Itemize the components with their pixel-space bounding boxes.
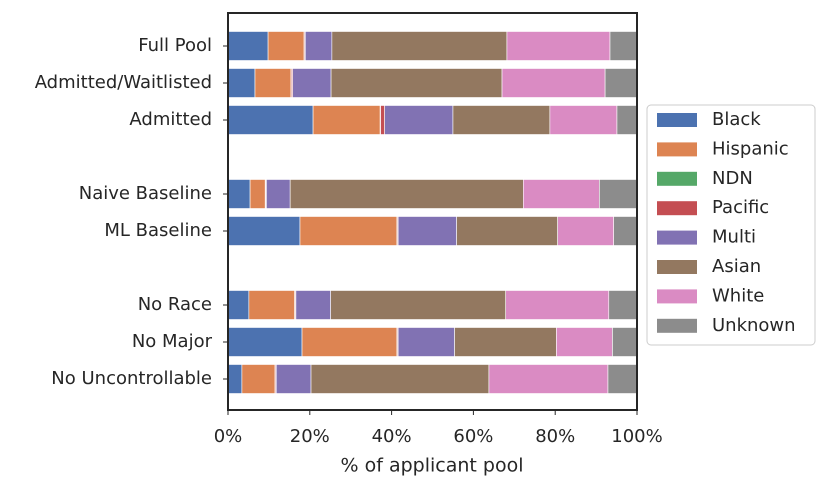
bar-segment xyxy=(305,31,333,61)
bar-segment xyxy=(556,327,613,357)
x-tick-label: 20% xyxy=(290,426,330,447)
x-axis-label: % of applicant pool xyxy=(341,455,524,477)
bar-segment xyxy=(397,216,457,246)
x-tick-label: 80% xyxy=(535,426,575,447)
bar-segment xyxy=(557,216,614,246)
legend: Black Hispanic NDN Pacific Multi Asian White Un… xyxy=(646,104,816,346)
bar-segment xyxy=(254,68,292,98)
bar-segment xyxy=(292,68,332,98)
y-tick-label: ML Baseline xyxy=(104,220,212,241)
legend-swatch xyxy=(657,289,697,304)
bar-segment xyxy=(295,290,331,320)
bar-segment xyxy=(267,31,305,61)
bar-segment xyxy=(384,105,454,135)
bar-segment xyxy=(506,31,611,61)
legend-label: White xyxy=(712,285,764,306)
bar-segment xyxy=(227,105,314,135)
bar-segment xyxy=(613,216,638,246)
bar-segment xyxy=(454,327,557,357)
bar-segment xyxy=(227,68,256,98)
plot-frame xyxy=(227,12,638,411)
bar-segment xyxy=(301,327,398,357)
bar-segment xyxy=(227,290,250,320)
bar-segment xyxy=(607,364,638,394)
bar-segment xyxy=(299,216,398,246)
bar-segment xyxy=(549,105,618,135)
bar-segment xyxy=(227,364,243,394)
bar-segment xyxy=(397,327,455,357)
bar-segment xyxy=(227,179,251,209)
y-tick-label: No Uncontrollable xyxy=(51,368,212,389)
bar-segment xyxy=(612,327,638,357)
bar-segment xyxy=(330,290,507,320)
legend-label: NDN xyxy=(712,168,753,189)
x-tick-label: 100% xyxy=(611,426,662,447)
bar-segment xyxy=(227,216,301,246)
y-tick-label: No Race xyxy=(138,294,212,315)
bar-segment xyxy=(330,68,503,98)
bar-segment xyxy=(249,179,266,209)
legend-label: Pacific xyxy=(712,197,769,218)
bar-segment xyxy=(380,105,385,135)
bar-segment xyxy=(456,216,558,246)
legend-swatch xyxy=(657,171,697,186)
bar-segment xyxy=(331,31,508,61)
bar-segment xyxy=(241,364,276,394)
legend-label: Asian xyxy=(712,256,761,277)
bar-segment xyxy=(505,290,610,320)
y-tick-label: Admitted xyxy=(129,109,212,130)
bar-segment xyxy=(616,105,638,135)
bar-segment xyxy=(522,179,600,209)
bar-segment xyxy=(289,179,524,209)
y-tick-label: No Major xyxy=(132,331,213,352)
bar-segment xyxy=(248,290,295,320)
y-tick-label: Admitted/Waitlisted xyxy=(35,72,212,93)
legend-label: Hispanic xyxy=(712,138,789,159)
legend-label: Unknown xyxy=(712,315,796,336)
legend-swatch xyxy=(657,318,697,333)
legend-swatch xyxy=(657,142,697,157)
bar-segment xyxy=(227,31,269,61)
legend-swatch xyxy=(657,113,697,127)
bar-segment xyxy=(599,179,638,209)
legend-label: Multi xyxy=(712,227,756,248)
legend-swatch xyxy=(657,201,697,216)
y-tick-label: Full Pool xyxy=(138,35,212,56)
bar-segment xyxy=(501,68,606,98)
legend-swatch xyxy=(657,260,697,274)
y-tick-label: Naive Baseline xyxy=(79,183,212,204)
bar-segment xyxy=(608,290,638,320)
x-tick-label: 60% xyxy=(453,426,493,447)
bar-segment xyxy=(488,364,609,394)
bar-segment xyxy=(312,105,381,135)
bar-segment xyxy=(609,31,638,61)
legend-label: Black xyxy=(712,109,761,130)
x-tick-label: 0% xyxy=(214,426,243,447)
bar-segment xyxy=(227,327,303,357)
bar-segment xyxy=(275,364,312,394)
x-tick-label: 40% xyxy=(372,426,412,447)
legend-swatch xyxy=(657,230,697,245)
bar-segment xyxy=(452,105,551,135)
bar-segment xyxy=(604,68,638,98)
legend-box xyxy=(646,104,816,346)
bar-segment xyxy=(266,179,291,209)
bar-segment xyxy=(310,364,490,394)
